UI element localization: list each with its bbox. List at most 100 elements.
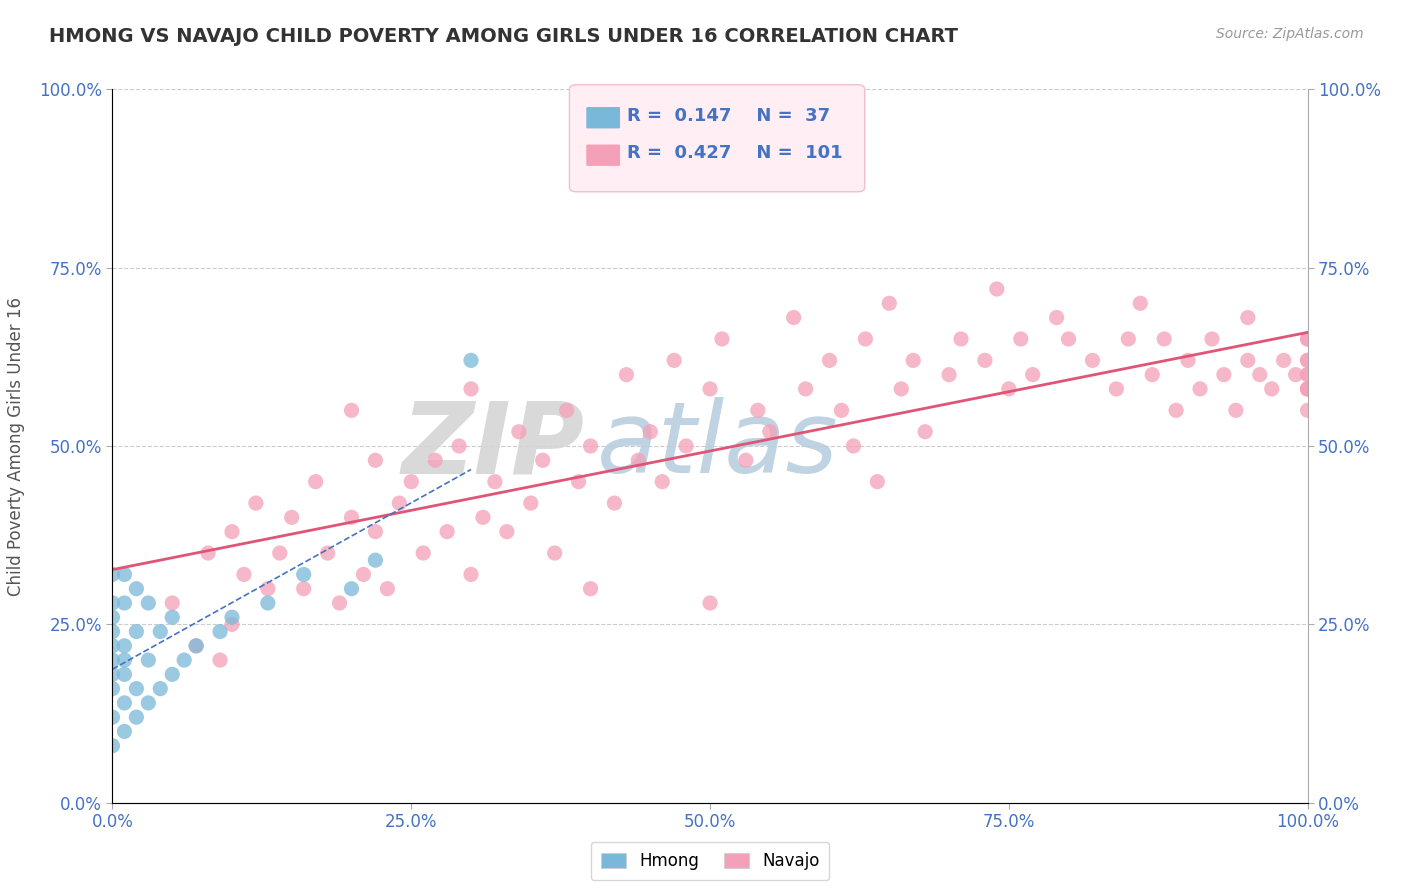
Point	[101, 681, 124, 696]
Point	[162, 610, 183, 624]
Point	[101, 710, 124, 724]
Point	[221, 610, 243, 624]
Point	[782, 310, 804, 325]
Point	[759, 425, 782, 439]
Point	[138, 696, 160, 710]
Point	[496, 524, 519, 539]
Text: HMONG VS NAVAJO CHILD POVERTY AMONG GIRLS UNDER 16 CORRELATION CHART: HMONG VS NAVAJO CHILD POVERTY AMONG GIRL…	[49, 27, 959, 45]
Point	[938, 368, 960, 382]
Point	[890, 382, 912, 396]
Point	[1296, 382, 1319, 396]
Point	[914, 425, 936, 439]
Point	[640, 425, 662, 439]
Point	[340, 403, 363, 417]
Point	[101, 739, 124, 753]
Point	[364, 453, 387, 467]
Point	[794, 382, 817, 396]
Point	[425, 453, 447, 467]
Point	[651, 475, 673, 489]
Point	[818, 353, 841, 368]
Point	[125, 624, 148, 639]
Point	[699, 382, 721, 396]
Point	[555, 403, 578, 417]
Point	[101, 624, 124, 639]
Text: R =  0.427    N =  101: R = 0.427 N = 101	[627, 145, 842, 162]
Point	[579, 582, 602, 596]
Point	[138, 596, 160, 610]
Point	[664, 353, 686, 368]
Point	[352, 567, 374, 582]
Point	[1296, 382, 1319, 396]
Point	[447, 439, 470, 453]
Point	[1057, 332, 1080, 346]
Point	[1081, 353, 1104, 368]
Point	[149, 681, 172, 696]
Point	[162, 667, 183, 681]
Point	[1296, 332, 1319, 346]
Point	[675, 439, 697, 453]
Point	[125, 681, 148, 696]
Point	[1118, 332, 1140, 346]
Point	[531, 453, 554, 467]
Point	[197, 546, 219, 560]
Point	[173, 653, 195, 667]
Point	[101, 653, 124, 667]
Point	[186, 639, 208, 653]
Point	[1225, 403, 1247, 417]
Point	[520, 496, 543, 510]
Point	[125, 710, 148, 724]
Point	[879, 296, 901, 310]
Point	[831, 403, 853, 417]
Text: ZIP: ZIP	[402, 398, 585, 494]
Point	[245, 496, 267, 510]
Point	[543, 546, 565, 560]
Point	[233, 567, 256, 582]
Point	[855, 332, 877, 346]
Point	[1105, 382, 1128, 396]
Point	[1142, 368, 1164, 382]
Point	[101, 596, 124, 610]
Point	[125, 582, 148, 596]
Point	[484, 475, 506, 489]
Point	[1177, 353, 1199, 368]
Point	[186, 639, 208, 653]
Point	[460, 353, 482, 368]
Point	[316, 546, 339, 560]
Point	[1296, 382, 1319, 396]
Point	[998, 382, 1021, 396]
Point	[138, 653, 160, 667]
Point	[269, 546, 291, 560]
Point	[616, 368, 638, 382]
Point	[364, 524, 387, 539]
Point	[1201, 332, 1223, 346]
Point	[627, 453, 650, 467]
Point	[436, 524, 458, 539]
Point	[221, 524, 243, 539]
Point	[1237, 310, 1260, 325]
Point	[114, 667, 135, 681]
Point	[221, 617, 243, 632]
Point	[1022, 368, 1045, 382]
Point	[101, 610, 124, 624]
Point	[388, 496, 411, 510]
Point	[162, 596, 183, 610]
Point	[281, 510, 304, 524]
Point	[1296, 332, 1319, 346]
Point	[209, 653, 232, 667]
Point	[101, 667, 124, 681]
Point	[101, 567, 124, 582]
Point	[377, 582, 399, 596]
Point	[1237, 353, 1260, 368]
Point	[1261, 382, 1284, 396]
Point	[842, 439, 865, 453]
Point	[508, 425, 530, 439]
Point	[986, 282, 1008, 296]
Point	[1189, 382, 1212, 396]
Y-axis label: Child Poverty Among Girls Under 16: Child Poverty Among Girls Under 16	[7, 296, 25, 596]
Point	[114, 639, 135, 653]
Point	[209, 624, 232, 639]
Point	[412, 546, 434, 560]
Point	[1010, 332, 1032, 346]
Point	[292, 567, 315, 582]
Point	[1166, 403, 1188, 417]
